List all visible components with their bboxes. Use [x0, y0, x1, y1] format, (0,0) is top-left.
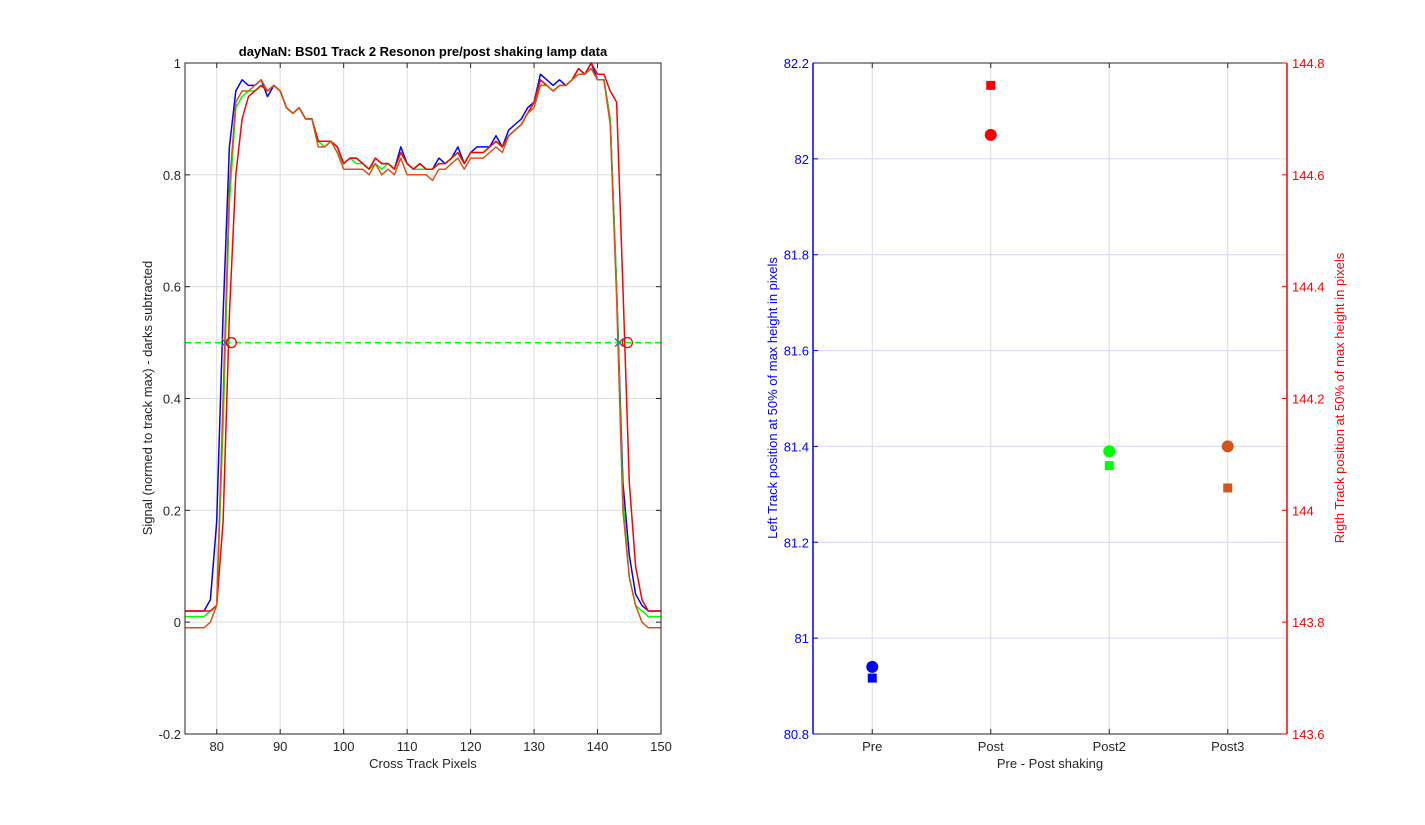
profile-x-tick-label: 150 [650, 739, 672, 754]
position-x-tick-label: Post2 [1093, 739, 1126, 754]
profile-series-line-4 [185, 67, 661, 629]
profile-crossing-circle-marker [621, 336, 634, 349]
position-chart-right-axis-label: Rigth Track position at 50% of max heigh… [1332, 252, 1347, 543]
position-right-point [986, 80, 996, 90]
profile-crossing-x-marker [221, 338, 231, 348]
profile-x-tick-label: 100 [333, 739, 355, 754]
position-chart-points [866, 80, 1234, 683]
position-left-tick-label: 81 [795, 631, 809, 646]
profile-x-tick-label: 120 [460, 739, 482, 754]
position-chart-grid [813, 62, 1287, 735]
profile-crossing-x-marker [614, 338, 624, 348]
position-right-tick-label: 144 [1292, 503, 1314, 518]
position-x-tick-label: Pre [862, 739, 882, 754]
position-chart-ticks: Pre Post Post2 Post3 80.8 81 81.2 81.4 81.6 81.8 8… [784, 56, 1325, 754]
profile-chart-ticks: 80 90 100 110 120 130 140 150 -0.2 0 0.2 0.4 0.6 0.8 1 [159, 56, 672, 754]
position-left-tick-label: 82 [795, 152, 809, 167]
position-chart-left-axis-label: Left Track position at 50% of max height… [765, 257, 780, 539]
position-right-tick-label: 144.2 [1292, 392, 1325, 407]
position-right-tick-label: 143.8 [1292, 615, 1325, 630]
profile-y-tick-label: 0.2 [163, 503, 181, 518]
position-left-point [1103, 445, 1116, 458]
position-chart: Pre Post Post2 Post3 80.8 81 81.2 81.4 81.6 81.8 8… [765, 56, 1347, 771]
position-left-tick-label: 82.2 [784, 56, 809, 71]
profile-chart-title: dayNaN: BS01 Track 2 Resonon pre/post sh… [239, 44, 608, 59]
position-right-point [867, 673, 877, 683]
profile-y-tick-label: 1 [174, 56, 181, 71]
profile-chart-y-axis-label: Signal (normed to track max) - darks sub… [140, 261, 155, 536]
profile-chart-x-axis-label: Cross Track Pixels [369, 756, 477, 771]
profile-x-tick-label: 130 [523, 739, 545, 754]
profile-crossing-circle-marker [225, 336, 237, 349]
position-right-tick-label: 144.8 [1292, 56, 1325, 71]
position-right-point [1104, 461, 1114, 471]
profile-chart: 80 90 100 110 120 130 140 150 -0.2 0 0.2 0.4 0.6 0.8 1… [140, 44, 672, 771]
position-left-point [866, 660, 879, 673]
position-right-tick-label: 144.4 [1292, 280, 1325, 295]
position-left-point [984, 128, 997, 141]
position-right-point [1223, 483, 1233, 493]
profile-y-tick-label: 0.6 [163, 280, 181, 295]
profile-chart-series [185, 62, 661, 629]
position-right-tick-label: 144.6 [1292, 168, 1325, 183]
profile-y-tick-label: 0.4 [163, 392, 181, 407]
profile-y-tick-label: -0.2 [159, 727, 181, 742]
profile-y-tick-label: 0.8 [163, 168, 181, 183]
position-left-tick-label: 81.6 [784, 344, 809, 359]
profile-x-tick-label: 80 [209, 739, 223, 754]
position-chart-plot-area [813, 63, 1287, 734]
profile-series-line-3 [185, 62, 661, 612]
profile-y-tick-label: 0 [174, 615, 181, 630]
position-right-tick-label: 143.6 [1292, 727, 1325, 742]
position-left-tick-label: 81.2 [784, 535, 809, 550]
position-x-tick-label: Post [978, 739, 1004, 754]
profile-x-tick-label: 110 [397, 739, 418, 754]
position-left-tick-label: 81.8 [784, 248, 809, 263]
position-left-point [1221, 440, 1234, 453]
position-left-tick-label: 80.8 [784, 727, 809, 742]
position-left-tick-label: 81.4 [784, 439, 809, 454]
profile-x-tick-label: 90 [273, 739, 287, 754]
position-chart-x-axis-label: Pre - Post shaking [997, 756, 1103, 771]
profile-chart-crossing-markers [221, 336, 634, 349]
position-x-tick-label: Post3 [1211, 739, 1244, 754]
profile-x-tick-label: 140 [587, 739, 609, 754]
